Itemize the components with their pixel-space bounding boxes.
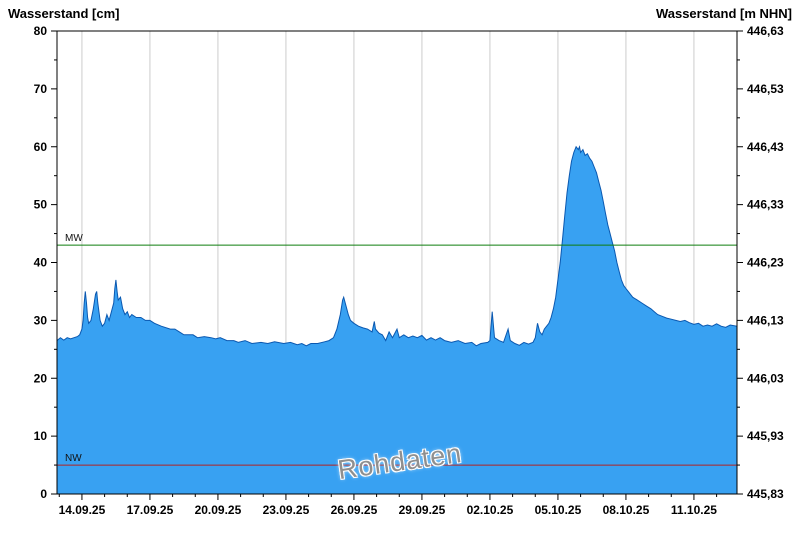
x-tick-label: 17.09.25 — [127, 503, 174, 517]
mw-label: MW — [65, 233, 83, 244]
y-right-tick-label: 446,33 — [747, 198, 784, 212]
left-axis-title: Wasserstand [cm] — [8, 6, 120, 21]
y-left-tick-label: 70 — [34, 82, 48, 96]
y-left-tick-label: 40 — [34, 256, 48, 270]
x-tick-label: 08.10.25 — [603, 503, 650, 517]
right-axis-title: Wasserstand [m NHN] — [655, 6, 792, 21]
y-left-tick-label: 20 — [34, 371, 48, 385]
y-left-tick-label: 0 — [40, 487, 47, 501]
y-right-tick-label: 445,93 — [747, 429, 784, 443]
y-right-tick-label: 446,13 — [747, 313, 784, 327]
y-left-tick-label: 80 — [34, 24, 48, 38]
x-tick-label: 26.09.25 — [331, 503, 378, 517]
y-right-tick-label: 446,63 — [747, 24, 784, 38]
x-tick-label: 14.09.25 — [59, 503, 106, 517]
x-tick-label: 20.09.25 — [195, 503, 242, 517]
x-tick-label: 29.09.25 — [399, 503, 446, 517]
series-line — [56, 145, 738, 347]
area-fill — [57, 146, 737, 495]
y-right-tick-label: 446,53 — [747, 82, 784, 96]
y-left-tick-label: 60 — [34, 140, 48, 154]
y-left-tick-label: 10 — [34, 429, 48, 443]
x-tick-label: 11.10.25 — [671, 503, 717, 517]
x-tick-label: 05.10.25 — [535, 503, 582, 517]
nw-label: NW — [65, 453, 82, 464]
y-right-tick-label: 446,23 — [747, 256, 784, 270]
y-right-tick-label: 446,03 — [747, 371, 784, 385]
y-right-tick-label: 445,83 — [747, 487, 784, 501]
y-right-tick-label: 446,43 — [747, 140, 784, 154]
y-left-tick-label: 30 — [34, 313, 48, 327]
y-left-tick-label: 50 — [34, 198, 48, 212]
x-tick-label: 02.10.25 — [467, 503, 514, 517]
x-tick-label: 23.09.25 — [263, 503, 310, 517]
